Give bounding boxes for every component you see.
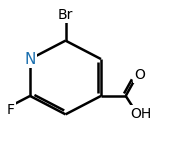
Text: Br: Br [58, 8, 73, 22]
Text: OH: OH [130, 107, 152, 121]
Text: O: O [134, 68, 145, 82]
Text: F: F [7, 103, 15, 117]
Text: N: N [24, 52, 36, 66]
